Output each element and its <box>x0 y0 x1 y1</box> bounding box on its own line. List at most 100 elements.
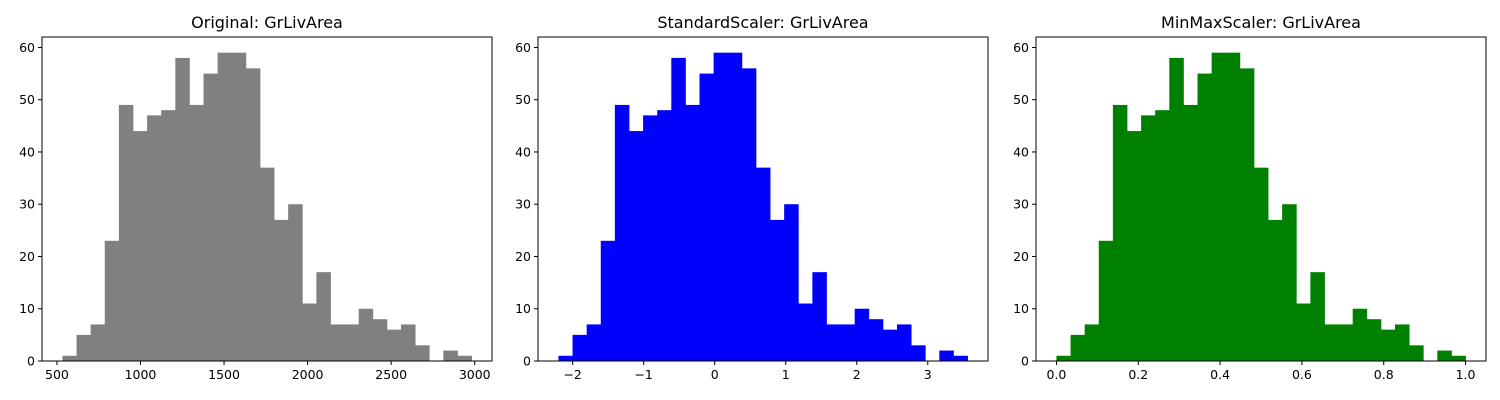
x-tick-label: −2 <box>563 367 581 382</box>
histogram-bar <box>840 324 856 361</box>
chart-title: MinMaxScaler: GrLivArea <box>1161 13 1361 32</box>
histogram-bar <box>953 355 968 361</box>
histogram-bar <box>231 52 247 361</box>
histogram-bar <box>671 57 686 361</box>
histogram-bar <box>1225 52 1241 361</box>
chart-title: StandardScaler: GrLivArea <box>657 13 868 32</box>
histogram-bar <box>1239 68 1255 362</box>
x-tick-label: 0.4 <box>1210 367 1230 382</box>
histogram-bar <box>1056 355 1071 361</box>
histogram-bar <box>1366 319 1382 361</box>
x-tick-label: 1000 <box>125 367 157 382</box>
histogram-bar <box>1253 167 1269 361</box>
histogram-bar <box>1282 204 1297 361</box>
axes-frame <box>537 36 989 362</box>
y-tick-label: 0 <box>27 354 35 369</box>
chart-title: Original: GrLivArea <box>191 13 343 32</box>
histogram-bar <box>274 219 289 361</box>
histogram-bar <box>386 329 402 361</box>
x-tick-label: 3000 <box>459 367 491 382</box>
histogram-bar <box>1437 350 1452 361</box>
histogram-bar <box>1451 355 1466 361</box>
histogram-bar <box>699 73 715 362</box>
histogram-bar <box>316 272 331 361</box>
x-tick-label: −1 <box>634 367 652 382</box>
histogram-standard-scaler: StandardScaler: GrLivArea −2 −1 0 1 2 3010203… <box>515 13 989 382</box>
histogram-bar <box>755 167 771 361</box>
histogram-bar <box>1268 219 1283 361</box>
x-tick-label: 0.8 <box>1374 367 1394 382</box>
x-tick-label: 3 <box>924 367 932 382</box>
histogram-bar <box>259 167 275 361</box>
histogram-bar <box>1409 345 1424 361</box>
x-tick-label: 500 <box>45 367 69 382</box>
y-tick-label: 50 <box>1013 92 1029 107</box>
histogram-bar <box>685 104 700 361</box>
histogram-bar <box>147 115 162 361</box>
histogram-bar <box>600 240 616 361</box>
histogram-bar <box>1070 334 1086 361</box>
histogram-bar <box>245 68 261 362</box>
histogram-bar <box>628 131 644 361</box>
histogram-bar <box>939 350 954 361</box>
histogram-bar <box>1310 272 1325 361</box>
y-tick-label: 60 <box>1013 40 1029 55</box>
histogram-bar <box>713 52 729 361</box>
x-tick-label: 2 <box>853 367 861 382</box>
histogram-bar <box>798 303 813 361</box>
histogram-bar <box>784 204 799 361</box>
histogram-bar <box>443 350 458 361</box>
histogram-bar <box>643 115 658 361</box>
histogram-bar <box>1352 308 1368 361</box>
histogram-bar <box>1395 324 1410 361</box>
histogram-bar <box>330 324 345 361</box>
histogram-bar <box>614 104 630 361</box>
histogram-bar <box>1197 73 1213 362</box>
histogram-bar <box>1155 110 1170 362</box>
y-tick-label: 40 <box>1013 144 1029 159</box>
histogram-bar <box>586 324 602 361</box>
histogram-bar <box>1126 131 1142 361</box>
y-tick-label: 0 <box>523 354 531 369</box>
y-tick-label: 10 <box>1013 301 1029 316</box>
histogram-bar <box>558 355 573 361</box>
y-tick-label: 0 <box>1021 354 1029 369</box>
histogram-bar <box>770 219 785 361</box>
histogram-bar <box>897 324 912 361</box>
histogram-bar <box>1324 324 1339 361</box>
y-tick-label: 20 <box>19 249 35 264</box>
histogram-original: Original: GrLivArea 500 1000 1500 2000 2500 3… <box>19 13 493 382</box>
histogram-bar <box>203 73 219 362</box>
histogram-bar <box>1112 104 1128 361</box>
y-tick-label: 30 <box>1013 197 1029 212</box>
histogram-bar <box>868 319 884 361</box>
x-tick-label: 0.0 <box>1047 367 1067 382</box>
histogram-bar <box>457 355 472 361</box>
y-tick-label: 60 <box>19 40 35 55</box>
x-tick-label: 1500 <box>208 367 240 382</box>
y-tick-label: 10 <box>19 301 35 316</box>
x-tick-label: 0.6 <box>1292 367 1312 382</box>
histogram-bar <box>1183 104 1198 361</box>
histogram-bar <box>911 345 926 361</box>
histogram-bar <box>1211 52 1227 361</box>
histogram-bar <box>90 324 106 361</box>
histogram-bar <box>854 308 870 361</box>
histogram-bar <box>812 272 827 361</box>
histogram-bar <box>161 110 176 362</box>
histogram-bar <box>217 52 233 361</box>
histogram-bar <box>358 308 374 361</box>
x-tick-label: 1 <box>782 367 790 382</box>
y-tick-label: 20 <box>515 249 531 264</box>
x-tick-label: 2500 <box>375 367 407 382</box>
histogram-bar <box>1141 115 1156 361</box>
histogram-bar <box>344 324 360 361</box>
y-tick-label: 30 <box>19 197 35 212</box>
y-tick-label: 60 <box>515 40 531 55</box>
histogram-bar <box>882 329 898 361</box>
histogram-minmax-scaler: MinMaxScaler: GrLivArea 0.0 0.2 0.4 0.6 0.8 1… <box>1013 13 1487 382</box>
x-tick-label: 2000 <box>292 367 324 382</box>
histogram-bar <box>826 324 841 361</box>
axes-frame <box>41 36 493 362</box>
